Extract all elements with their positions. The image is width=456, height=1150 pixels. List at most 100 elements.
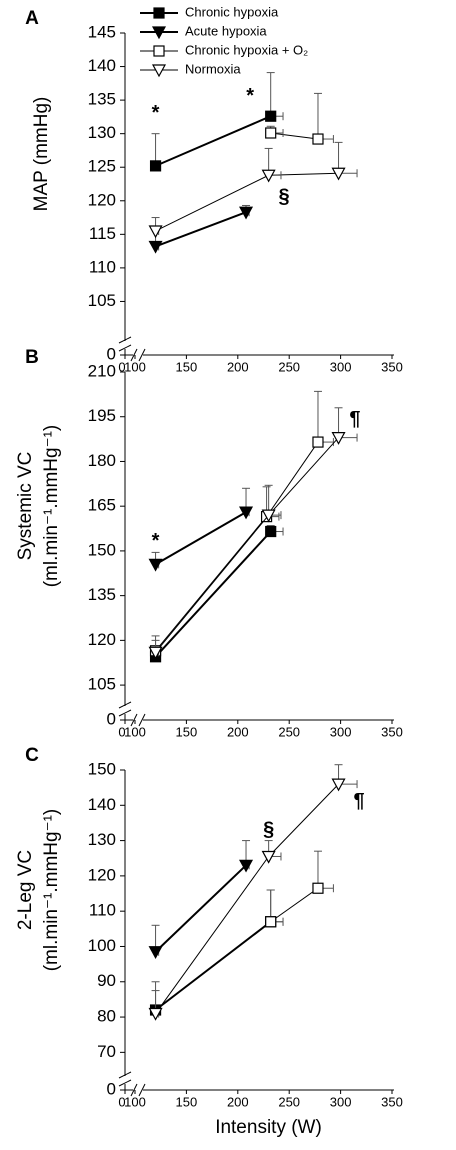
y-tick-label: 140 (88, 56, 116, 75)
x-tick-label: 300 (330, 359, 352, 374)
y-tick-label: 110 (89, 901, 116, 920)
x-tick-label: 0 (118, 359, 125, 374)
y-tick-label: 120 (88, 190, 116, 209)
marker (148, 946, 163, 960)
annotation: § (263, 818, 274, 840)
legend-marker (153, 7, 165, 19)
x-axis-break (138, 1083, 146, 1097)
x-tick-label: 100 (124, 1094, 146, 1109)
y-axis-break (118, 336, 132, 344)
y-tick-label: 0 (107, 344, 116, 363)
x-tick-label: 0 (118, 724, 125, 739)
legend-label: Acute hypoxia (185, 23, 267, 38)
y-tick-label: 145 (88, 22, 116, 41)
y-axis-break (118, 709, 132, 717)
series-line (154, 920, 272, 1011)
annotation: * (246, 85, 254, 107)
y-tick-label: 125 (88, 157, 116, 176)
x-tick-label: 350 (381, 359, 403, 374)
y-tick-label: 70 (97, 1042, 116, 1061)
y-tick-label: 130 (88, 830, 116, 849)
series-line (154, 864, 247, 953)
y-tick-label: 0 (107, 1079, 116, 1098)
marker (312, 882, 324, 894)
x-tick-label: 100 (124, 359, 146, 374)
x-axis-break (138, 713, 146, 727)
annotation: * (152, 102, 160, 124)
x-tick-label: 350 (381, 724, 403, 739)
legend-label: Chronic hypoxia + O₂ (185, 42, 308, 57)
x-tick-label: 0 (118, 1094, 125, 1109)
marker (331, 432, 346, 445)
marker (261, 509, 276, 523)
series-line (155, 441, 319, 652)
y-axis-break (118, 344, 132, 352)
y-tick-label: 180 (88, 451, 116, 470)
legend-marker (151, 64, 167, 78)
y-tick-label: 130 (88, 123, 116, 142)
x-axis-break (130, 348, 138, 362)
y-tick-label: 120 (88, 865, 116, 884)
x-tick-label: 250 (278, 724, 300, 739)
series-line (155, 511, 247, 566)
marker (265, 110, 277, 122)
panel-letter: B (25, 347, 39, 368)
y-tick-label: 90 (97, 971, 116, 990)
annotation: ¶ (349, 408, 360, 430)
x-tick-label: 200 (227, 1094, 249, 1109)
series-line (155, 115, 272, 167)
series-line (155, 211, 247, 248)
x-tick-label: 300 (330, 1094, 352, 1109)
annotation: § (278, 186, 289, 208)
x-axis-label: Intensity (W) (215, 1117, 322, 1138)
legend-label: Chronic hypoxia (185, 4, 279, 19)
panel-letter: C (25, 745, 39, 766)
series-line (154, 530, 272, 658)
y-tick-label: 165 (88, 496, 116, 515)
y-tick-label: 135 (88, 90, 116, 109)
y-tick-label: 120 (88, 630, 116, 649)
x-tick-label: 300 (330, 724, 352, 739)
y-tick-label: 140 (88, 795, 116, 814)
x-tick-label: 200 (227, 359, 249, 374)
series-line (270, 887, 319, 923)
y-axis-break (118, 1079, 132, 1087)
marker (149, 160, 162, 172)
annotation: * (152, 530, 160, 552)
y-tick-label: 150 (88, 759, 116, 778)
legend-marker (153, 45, 165, 57)
marker (148, 1007, 163, 1021)
y-tick-label: 135 (88, 585, 116, 604)
marker (261, 169, 276, 183)
x-tick-label: 150 (176, 1094, 198, 1109)
x-tick-label: 250 (278, 1094, 300, 1109)
series-line (155, 783, 339, 1014)
marker (312, 133, 324, 145)
x-tick-label: 150 (176, 359, 198, 374)
y-tick-label: 150 (88, 540, 116, 559)
panel-letter: A (25, 8, 39, 29)
y-tick-label: 115 (89, 224, 116, 243)
x-tick-label: 100 (124, 724, 146, 739)
x-axis-break (130, 713, 138, 727)
y-tick-label: 105 (88, 291, 116, 310)
marker (148, 646, 163, 660)
x-tick-label: 150 (176, 724, 198, 739)
y-axis-break (118, 701, 132, 709)
y-tick-label: 210 (88, 361, 116, 380)
x-axis-break (138, 348, 146, 362)
marker (312, 436, 324, 448)
marker (265, 127, 277, 139)
x-axis-break (130, 1083, 138, 1097)
marker (261, 850, 276, 864)
marker (331, 167, 346, 181)
marker (148, 240, 163, 254)
marker (148, 225, 163, 239)
y-axis-label: (ml.min⁻¹.mmHg⁻¹) (41, 809, 62, 972)
marker (239, 506, 254, 520)
x-tick-label: 200 (227, 724, 249, 739)
y-axis-label: Systemic VC (15, 452, 36, 561)
y-tick-label: 80 (97, 1007, 116, 1026)
y-tick-label: 195 (88, 406, 116, 425)
